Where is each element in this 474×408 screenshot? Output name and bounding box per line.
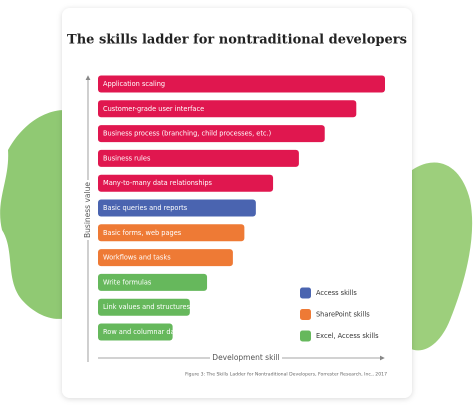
bar bbox=[98, 224, 245, 242]
legend-label: Excel, Access skills bbox=[316, 332, 379, 340]
bar-label: Business rules bbox=[103, 154, 151, 162]
source-note: Figure 3: The Skills Ladder for Nontradi… bbox=[185, 372, 387, 378]
bar-label: Business process (branching, child proce… bbox=[103, 130, 271, 138]
bar bbox=[98, 75, 385, 93]
legend-swatch bbox=[300, 309, 311, 320]
x-axis-label: Development skill bbox=[212, 353, 279, 362]
bar-label: Write formulas bbox=[103, 278, 152, 286]
bar bbox=[98, 298, 190, 316]
bar-label: Application scaling bbox=[103, 80, 165, 88]
bar-label: Basic forms, web pages bbox=[103, 229, 182, 237]
bar bbox=[98, 199, 256, 217]
bar-label: Row and columnar data bbox=[103, 328, 181, 336]
bar bbox=[98, 125, 325, 143]
legend-label: SharePoint skills bbox=[316, 311, 370, 319]
bar bbox=[98, 100, 357, 118]
y-axis-label: Business value bbox=[83, 182, 92, 238]
bar bbox=[98, 174, 274, 192]
legend-label: Access skills bbox=[316, 289, 357, 297]
legend-swatch bbox=[300, 330, 311, 342]
bar-label: Workflows and tasks bbox=[103, 254, 171, 262]
legend-swatch bbox=[300, 287, 311, 299]
bar-label: Customer-grade user interface bbox=[103, 105, 204, 113]
y-label-gap bbox=[83, 180, 93, 240]
bar bbox=[98, 273, 208, 291]
bar bbox=[98, 149, 299, 167]
bar-label: Basic queries and reports bbox=[103, 204, 188, 212]
x-label-gap bbox=[210, 352, 282, 364]
bar-label: Link values and structures bbox=[103, 303, 191, 311]
bar bbox=[98, 323, 173, 341]
bar-label: Many-to-many data relationships bbox=[103, 179, 213, 187]
bar bbox=[98, 249, 233, 267]
chart-title: The skills ladder for nontraditional dev… bbox=[67, 33, 407, 48]
